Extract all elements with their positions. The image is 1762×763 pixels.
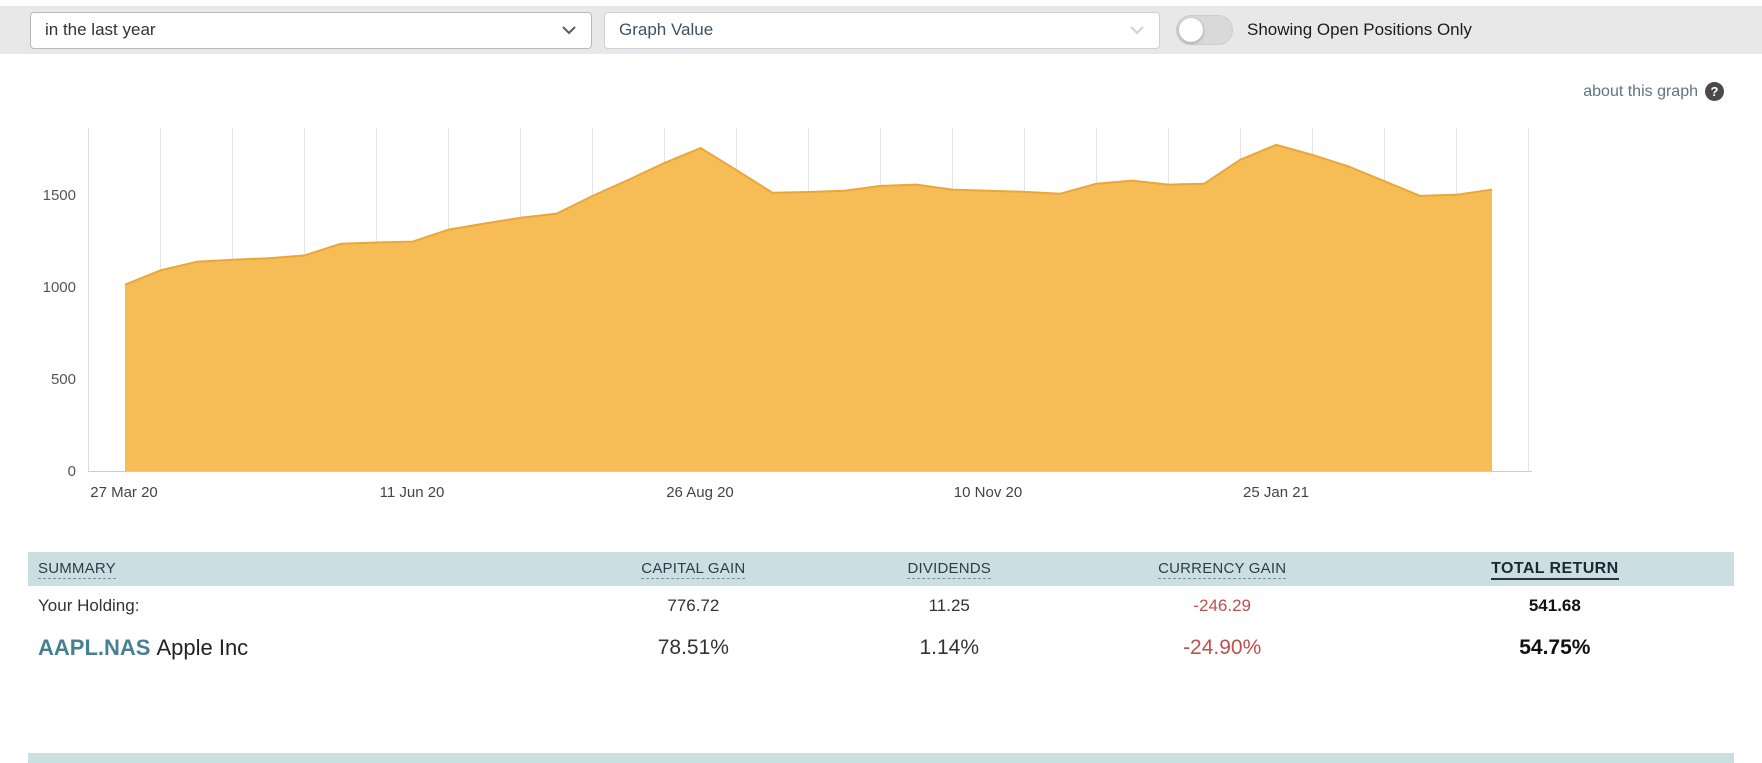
holding-name-cell: AAPL.NAS Apple Inc	[28, 635, 557, 661]
period-select-value: in the last year	[45, 20, 156, 39]
summary-table: SUMMARY CAPITAL GAIN DIVIDENDS CURRENCY …	[28, 552, 1734, 670]
x-axis-tick: 11 Jun 20	[379, 484, 445, 501]
next-section-header-strip	[28, 753, 1734, 763]
header-dividends-label[interactable]: DIVIDENDS	[907, 560, 991, 579]
chevron-down-icon	[1129, 25, 1145, 35]
header-currency-gain: CURRENCY GAIN	[1069, 560, 1376, 579]
y-axis-tick: 500	[50, 371, 76, 388]
about-this-graph-label: about this graph	[1583, 82, 1698, 100]
header-currency-gain-label[interactable]: CURRENCY GAIN	[1158, 560, 1287, 579]
period-select[interactable]: in the last year	[30, 11, 592, 49]
dividends-percent: 1.14%	[919, 636, 979, 659]
holding-row-label: Your Holding:	[38, 596, 140, 615]
x-axis-tick: 27 Mar 20	[90, 484, 158, 501]
header-capital-gain: CAPITAL GAIN	[557, 560, 830, 579]
total-return-percent: 54.75%	[1519, 636, 1591, 659]
chart-plot-area	[88, 128, 1532, 472]
currency-gain-percent: -24.90%	[1183, 636, 1262, 659]
summary-table-header: SUMMARY CAPITAL GAIN DIVIDENDS CURRENCY …	[28, 552, 1734, 586]
y-axis-tick: 0	[67, 463, 76, 480]
capital-gain-percent: 78.51%	[657, 636, 729, 659]
header-summary: SUMMARY	[28, 560, 557, 579]
chevron-down-icon	[561, 25, 577, 35]
toggle-knob	[1179, 18, 1203, 42]
total-return-value: 541.68	[1528, 596, 1581, 615]
help-icon[interactable]: ?	[1705, 82, 1724, 101]
value-area-chart: 0 500 1000 1500 27 Mar 20 11 Jun 20 26 A…	[0, 128, 1762, 501]
holding-name: Apple Inc	[156, 635, 249, 660]
header-total-return-label[interactable]: TOTAL RETURN	[1491, 560, 1619, 580]
graph-value-select[interactable]: Graph Value	[604, 11, 1160, 49]
toolbar: in the last year Graph Value Showing Ope…	[0, 6, 1762, 54]
y-axis-tick: 1500	[42, 187, 76, 204]
about-this-graph-link[interactable]: about this graph ?	[1583, 82, 1724, 101]
header-capital-gain-label[interactable]: CAPITAL GAIN	[641, 560, 746, 579]
area-chart-svg	[124, 143, 1493, 471]
capital-gain-value: 776.72	[667, 596, 720, 615]
dividends-value: 11.25	[928, 596, 970, 615]
currency-gain-value: -246.29	[1193, 596, 1252, 615]
header-total-return: TOTAL RETURN	[1376, 560, 1734, 580]
open-positions-toggle-label: Showing Open Positions Only	[1247, 20, 1472, 39]
open-positions-toggle[interactable]	[1176, 15, 1233, 45]
graph-value-select-value: Graph Value	[619, 20, 714, 39]
header-summary-label[interactable]: SUMMARY	[38, 560, 116, 579]
header-dividends: DIVIDENDS	[830, 560, 1069, 579]
table-row-your-holding: Your Holding: 776.72 11.25 -246.29 541.6…	[28, 586, 1734, 626]
holding-ticker-link[interactable]: AAPL.NAS	[38, 635, 151, 660]
x-axis-tick: 25 Jan 21	[1243, 484, 1309, 501]
x-axis-tick: 26 Aug 20	[666, 484, 734, 501]
y-axis-tick: 1000	[42, 279, 76, 296]
x-axis-tick: 10 Nov 20	[953, 484, 1023, 501]
table-row-holding-percent: AAPL.NAS Apple Inc 78.51% 1.14% -24.90% 5…	[28, 626, 1734, 670]
